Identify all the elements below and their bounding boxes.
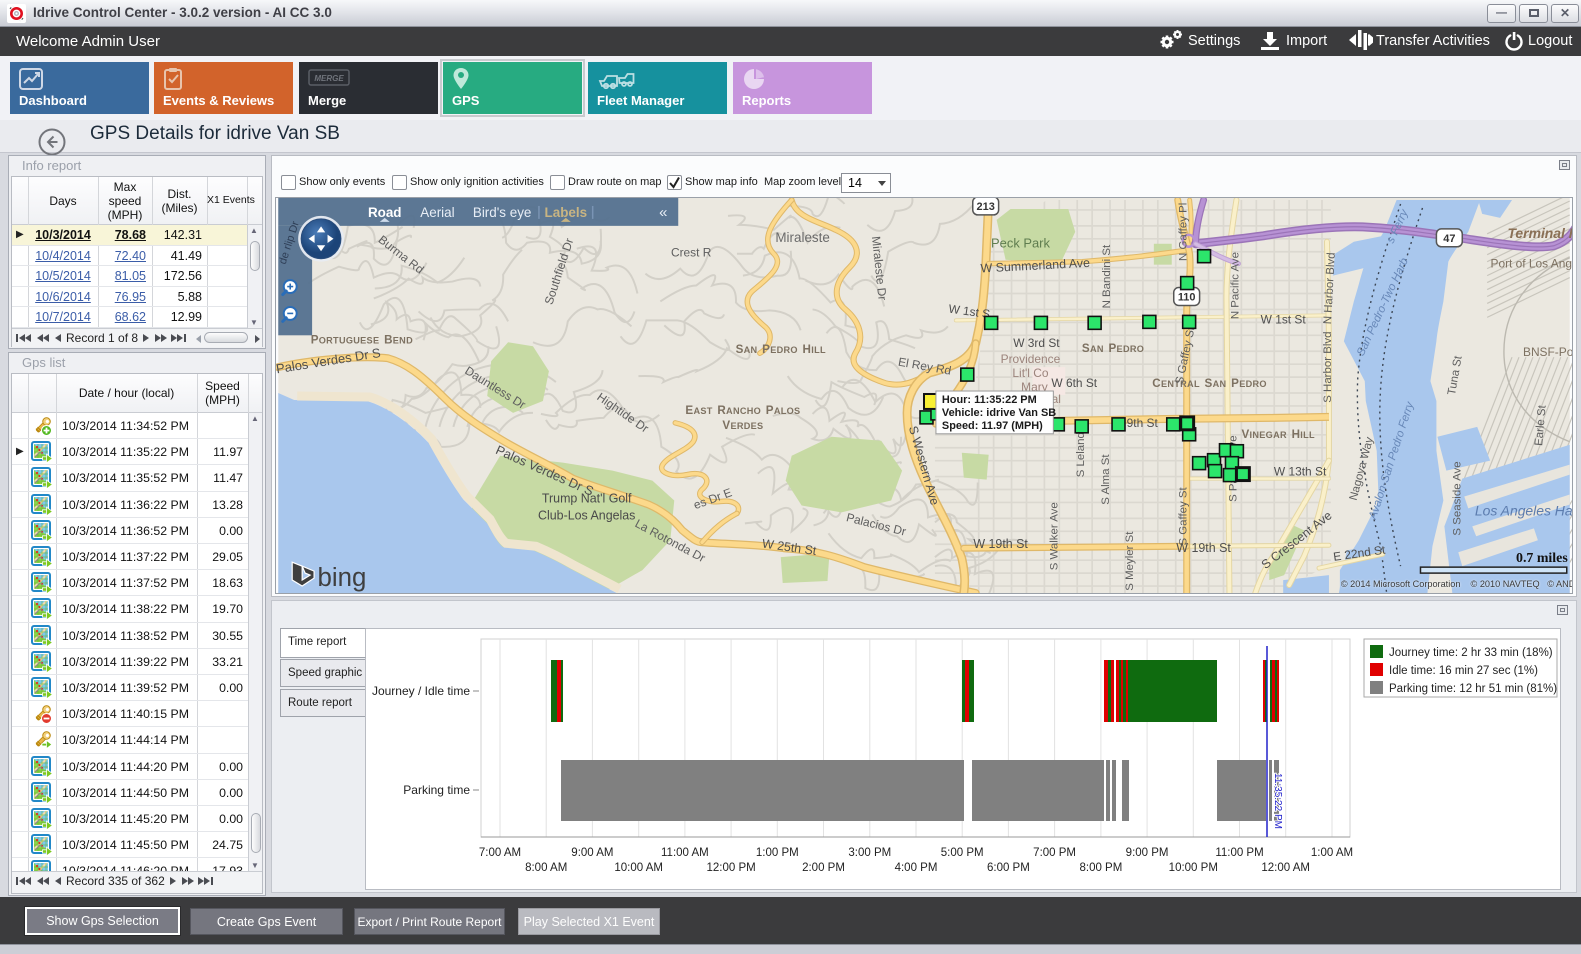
svg-text:VERDES: VERDES xyxy=(722,419,763,432)
svg-text:PORTUGUESE BEND: PORTUGUESE BEND xyxy=(311,330,413,347)
svg-text:Trump Nat'l Golf: Trump Nat'l Golf xyxy=(542,491,632,505)
svg-text:N Pacific Ave: N Pacific Ave xyxy=(1229,252,1241,319)
svg-text:S Gaffey St: S Gaffey St xyxy=(1178,486,1190,545)
svg-text:Mary: Mary xyxy=(1021,380,1048,394)
svg-text:N Harbor Blvd: N Harbor Blvd xyxy=(1322,252,1338,324)
svg-text:S Leland: S Leland xyxy=(1075,432,1087,477)
svg-text:5:00 PM: 5:00 PM xyxy=(941,847,984,859)
svg-text:9:00 PM: 9:00 PM xyxy=(1126,847,1169,859)
svg-text:7:00 AM: 7:00 AM xyxy=(479,847,521,859)
svg-text:4:00 PM: 4:00 PM xyxy=(895,862,938,874)
svg-text:Club-Los Angelas: Club-Los Angelas xyxy=(538,508,635,522)
svg-text:«: « xyxy=(659,204,667,221)
svg-text:3:00 PM: 3:00 PM xyxy=(848,847,891,859)
svg-text:S Alma St: S Alma St xyxy=(1100,454,1112,505)
svg-text:6:00 PM: 6:00 PM xyxy=(987,862,1030,874)
svg-text:Providence: Providence xyxy=(1001,352,1061,366)
svg-text:11:35:22 PM: 11:35:22 PM xyxy=(1272,773,1283,829)
svg-text:SAN PEDRO HILL: SAN PEDRO HILL xyxy=(736,340,826,357)
svg-text:bing: bing xyxy=(318,564,367,592)
svg-text:VINEGAR HILL: VINEGAR HILL xyxy=(1241,425,1315,442)
svg-text:W 19th St: W 19th St xyxy=(1176,541,1231,555)
svg-text:Los Angeles Harb: Los Angeles Harb xyxy=(1475,502,1573,518)
svg-text:1:00 AM: 1:00 AM xyxy=(1311,847,1353,859)
svg-text:Miraleste: Miraleste xyxy=(775,230,829,245)
svg-text:S Meyler St: S Meyler St xyxy=(1124,531,1136,591)
svg-text:110: 110 xyxy=(1178,291,1196,303)
svg-text:Earle St: Earle St xyxy=(1533,404,1549,446)
svg-text:W 3rd St: W 3rd St xyxy=(1013,336,1060,350)
svg-text:Terminal Isl: Terminal Isl xyxy=(1507,225,1573,241)
svg-text:12:00 AM: 12:00 AM xyxy=(1261,862,1310,874)
svg-text:Journey / Idle time: Journey / Idle time xyxy=(372,684,470,698)
svg-text:Vehicle: idrive Van SB: Vehicle: idrive Van SB xyxy=(942,407,1056,419)
svg-text:W 1st S: W 1st S xyxy=(948,302,991,322)
svg-text:MERGE: MERGE xyxy=(314,74,344,83)
svg-text:Idle time: 16 min 27 sec (1%): Idle time: 16 min 27 sec (1%) xyxy=(1389,665,1538,677)
svg-text:Parking time: 12 hr 51 min (81: Parking time: 12 hr 51 min (81%) xyxy=(1389,683,1557,695)
svg-text:N Bandini St: N Bandini St xyxy=(1101,244,1113,308)
svg-text:8:00 AM: 8:00 AM xyxy=(525,862,567,874)
svg-text:0.7 miles: 0.7 miles xyxy=(1516,551,1568,566)
svg-text:EAST RANCHO PALOS: EAST RANCHO PALOS xyxy=(685,401,800,418)
svg-text:Hour: 11:35:22 PM: Hour: 11:35:22 PM xyxy=(942,394,1037,406)
svg-text:W 13th St: W 13th St xyxy=(1274,465,1327,479)
svg-text:W 19th St: W 19th St xyxy=(973,537,1028,551)
svg-text:© 2014 Microsoft Corporation: © 2014 Microsoft Corporation © 2010 NAVT… xyxy=(1341,579,1573,589)
svg-text:Bird's eye: Bird's eye xyxy=(473,205,532,220)
svg-text:8:00 PM: 8:00 PM xyxy=(1079,862,1122,874)
svg-text:Road: Road xyxy=(368,205,402,220)
svg-text:Crest R: Crest R xyxy=(671,246,712,260)
svg-text:12:00 PM: 12:00 PM xyxy=(706,862,755,874)
svg-text:7:00 PM: 7:00 PM xyxy=(1033,847,1076,859)
svg-text:W Summerland Ave: W Summerland Ave xyxy=(980,256,1090,276)
svg-text:10:00 AM: 10:00 AM xyxy=(614,862,663,874)
svg-text:10:00 PM: 10:00 PM xyxy=(1169,862,1218,874)
svg-text:213: 213 xyxy=(977,201,995,213)
svg-text:1:00 PM: 1:00 PM xyxy=(756,847,799,859)
svg-text:S Harbor Blvd: S Harbor Blvd xyxy=(1322,332,1334,403)
svg-text:Speed: 11.97 (MPH): Speed: 11.97 (MPH) xyxy=(942,420,1043,432)
svg-text:CENTRAL SAN PEDRO: CENTRAL SAN PEDRO xyxy=(1152,374,1267,391)
svg-text:Aerial: Aerial xyxy=(420,205,454,220)
svg-text:11:00 AM: 11:00 AM xyxy=(661,847,709,859)
svg-text:Labels: Labels xyxy=(545,205,588,220)
svg-text:S Seaside Ave: S Seaside Ave xyxy=(1451,461,1463,535)
svg-text:W 6th St: W 6th St xyxy=(1051,376,1097,390)
svg-text:N Gaffey Pl: N Gaffey Pl xyxy=(1178,203,1190,261)
svg-text:Lit'l Co: Lit'l Co xyxy=(1012,366,1048,380)
svg-text:W 1st St: W 1st St xyxy=(1261,312,1307,326)
svg-text:47: 47 xyxy=(1443,233,1455,245)
svg-text:SAN PEDRO: SAN PEDRO xyxy=(1082,339,1144,356)
svg-text:Port of Los Angel: Port of Los Angel xyxy=(1490,257,1573,271)
svg-text:Parking time: Parking time xyxy=(403,783,470,797)
svg-text:BNSF-Port: BNSF-Port xyxy=(1523,345,1573,359)
svg-text:2:00 PM: 2:00 PM xyxy=(802,862,845,874)
svg-text:S Walker Ave: S Walker Ave xyxy=(1048,502,1060,570)
svg-text:9:00 AM: 9:00 AM xyxy=(571,847,613,859)
svg-text:11:00 PM: 11:00 PM xyxy=(1215,847,1263,859)
svg-text:Journey time: 2 hr 33 min (18%: Journey time: 2 hr 33 min (18%) xyxy=(1389,647,1553,659)
svg-text:Miraleste Dr: Miraleste Dr xyxy=(869,236,890,301)
svg-text:Peck Park: Peck Park xyxy=(991,236,1050,251)
